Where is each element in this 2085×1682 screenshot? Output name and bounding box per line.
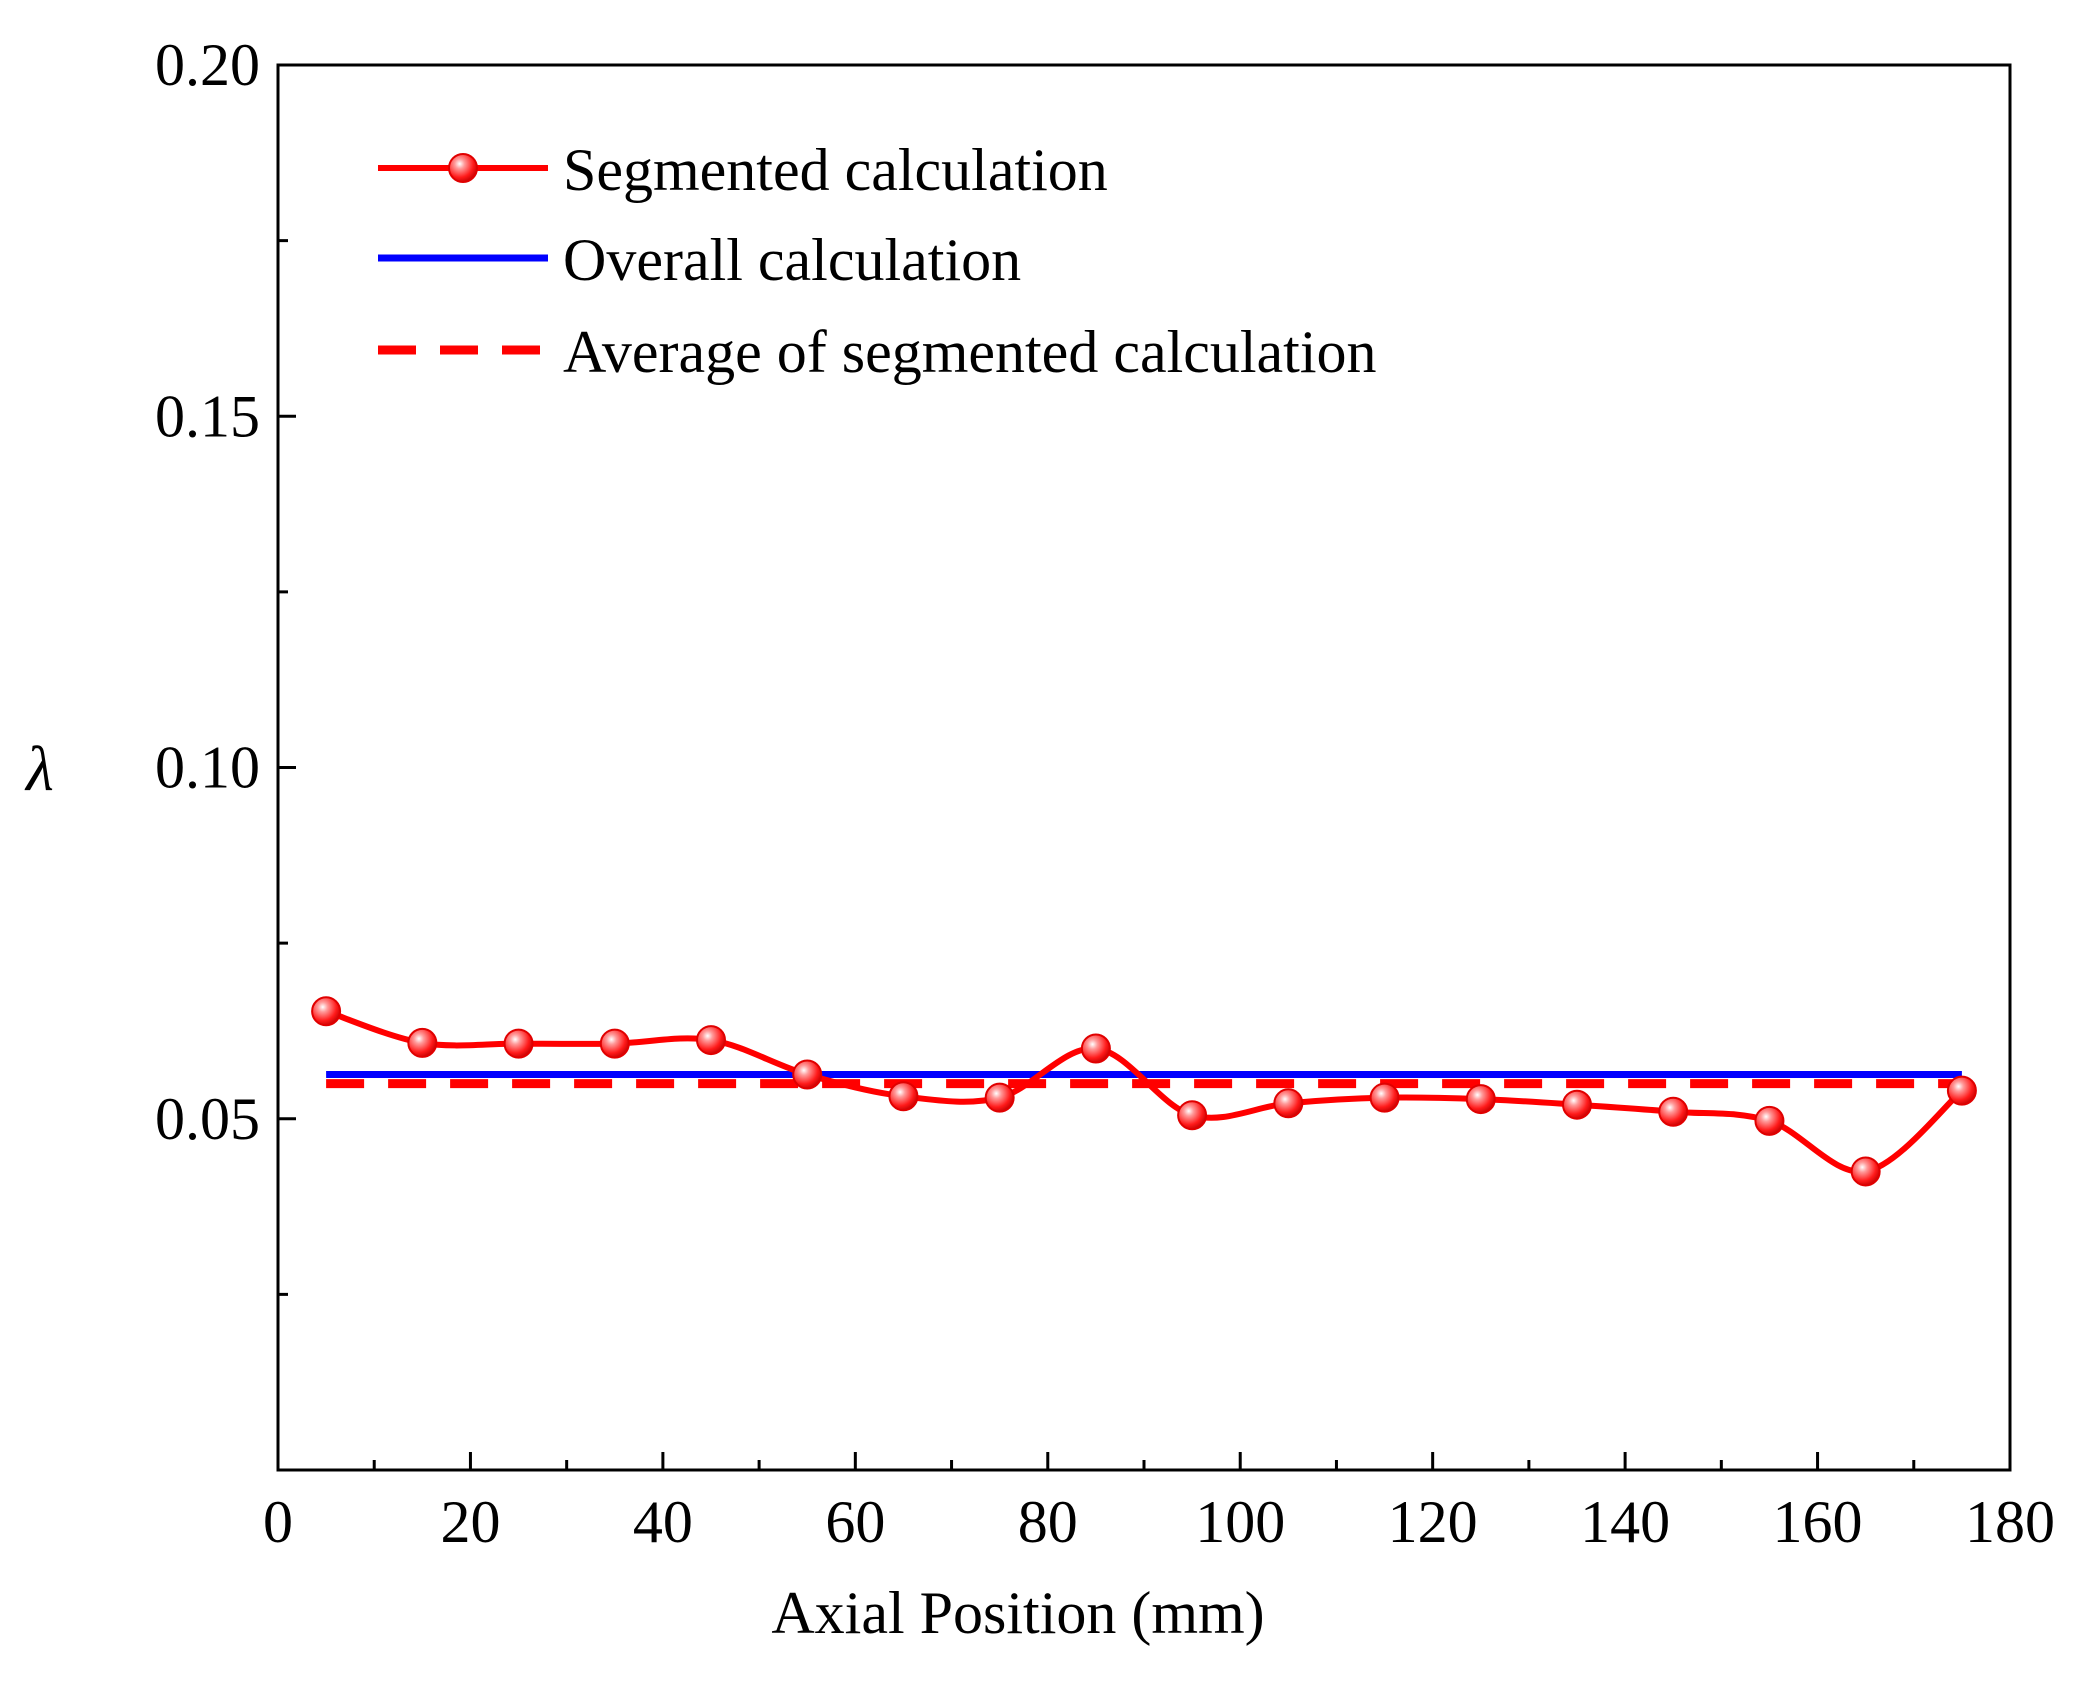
data-point-marker [503,1028,534,1059]
data-point-marker [1465,1084,1496,1115]
data-point-marker [1946,1075,1977,1106]
y-tick-label: 0.15 [155,383,260,449]
data-point-marker [792,1059,823,1090]
x-tick-label: 0 [263,1489,293,1555]
x-tick-label: 120 [1388,1489,1478,1555]
series-segmented-line [325,1008,1964,1175]
data-point-marker [1850,1156,1881,1187]
legend-marker-segmented [448,153,478,183]
legend-label: Average of segmented calculation [563,319,1377,385]
x-tick-label: 60 [825,1489,885,1555]
legend-label: Segmented calculation [563,137,1108,203]
data-point-marker [984,1082,1015,1113]
data-point-marker [1658,1096,1689,1127]
x-tick-label: 140 [1580,1489,1670,1555]
data-point-marker [1754,1105,1785,1136]
data-point-marker [1273,1088,1304,1119]
x-tick-label: 40 [633,1489,693,1555]
x-tick-label: 100 [1195,1489,1285,1555]
x-tick-label: 80 [1018,1489,1078,1555]
y-tick-label: 0.10 [155,735,260,801]
plot-frame [276,63,2012,1472]
y-tick-label: 0.20 [155,32,260,98]
data-point-marker [311,996,342,1027]
data-point-marker [1080,1033,1111,1064]
data-point-marker [1177,1100,1208,1131]
y-axis-title: λ [24,733,54,804]
data-point-marker [1369,1082,1400,1113]
data-point-marker [696,1025,726,1056]
data-point-marker [599,1028,630,1059]
data-point-marker [1562,1089,1592,1120]
x-tick-label: 20 [440,1489,500,1555]
data-point-marker [888,1081,919,1112]
data-point-marker [407,1027,438,1058]
x-tick-label: 180 [1965,1489,2055,1555]
x-tick-label: 160 [1773,1489,1863,1555]
x-axis-title: Axial Position (mm) [771,1580,1264,1646]
legend-label: Overall calculation [563,227,1021,293]
y-tick-label: 0.05 [155,1086,260,1152]
